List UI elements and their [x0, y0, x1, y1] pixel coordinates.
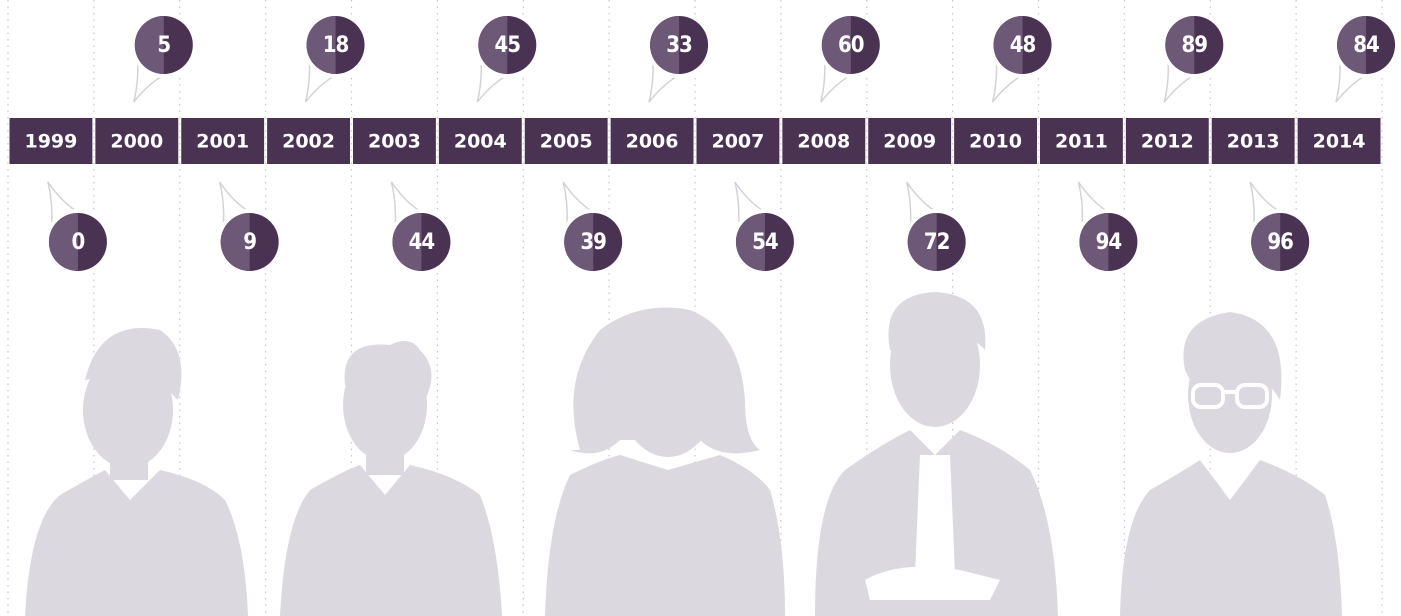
bubble-value: 5	[157, 33, 170, 58]
year-label: 2011	[1055, 131, 1108, 153]
year-label: 2014	[1313, 131, 1366, 153]
bubble-value: 33	[666, 33, 692, 58]
person-1	[25, 328, 248, 616]
bubble-value: 96	[1267, 230, 1293, 255]
year-label: 2005	[540, 131, 593, 153]
value-bubble: 39	[560, 182, 626, 275]
bubble-value: 89	[1182, 33, 1208, 58]
person-3	[545, 308, 785, 616]
value-bubble: 44	[388, 182, 454, 275]
bubble-value: 72	[924, 230, 950, 255]
year-label: 2012	[1141, 131, 1194, 153]
year-label: 2002	[282, 131, 335, 153]
bubble-value: 18	[323, 33, 349, 58]
bubble-value: 84	[1353, 33, 1379, 58]
person-2	[280, 341, 502, 616]
value-bubble: 60	[818, 12, 884, 102]
year-label: 2001	[196, 131, 249, 153]
value-bubble: 96	[1247, 182, 1313, 275]
value-bubble: 18	[303, 12, 369, 102]
value-bubble: 48	[990, 12, 1056, 102]
year-label: 2009	[883, 131, 936, 153]
value-bubble: 72	[904, 182, 970, 275]
value-bubble: 54	[732, 182, 798, 275]
value-bubble: 45	[474, 12, 540, 102]
year-label: 2013	[1227, 131, 1280, 153]
year-label: 2000	[110, 131, 163, 153]
year-label: 2007	[711, 131, 764, 153]
value-bubble: 89	[1161, 12, 1227, 102]
bubble-value: 9	[243, 230, 256, 255]
value-bubble: 33	[646, 12, 712, 102]
value-bubble: 0	[45, 182, 111, 275]
value-bubble: 94	[1075, 182, 1141, 275]
year-label: 2004	[454, 131, 507, 153]
bubble-value: 45	[495, 33, 521, 58]
bubble-value: 39	[580, 230, 606, 255]
bubble-value: 48	[1010, 33, 1036, 58]
bubble-value: 60	[838, 33, 864, 58]
year-label: 2006	[626, 131, 679, 153]
bubble-value: 44	[409, 230, 435, 255]
person-5	[1120, 312, 1342, 616]
value-bubble: 84	[1333, 12, 1399, 102]
value-bubble: 5	[131, 12, 197, 102]
bubble-value: 0	[72, 230, 85, 255]
year-label: 1999	[24, 131, 77, 153]
timeline-infographic: 1999 2000 2001 2002 2003 2004 2005 2006 2007 2008…	[0, 0, 1401, 616]
bubble-value: 94	[1096, 230, 1122, 255]
year-label: 2003	[368, 131, 421, 153]
year-label: 2008	[797, 131, 850, 153]
value-bubble: 9	[217, 182, 283, 275]
silhouettes	[25, 292, 1342, 616]
year-label: 2010	[969, 131, 1022, 153]
bubble-value: 54	[752, 230, 778, 255]
person-4	[815, 292, 1058, 616]
